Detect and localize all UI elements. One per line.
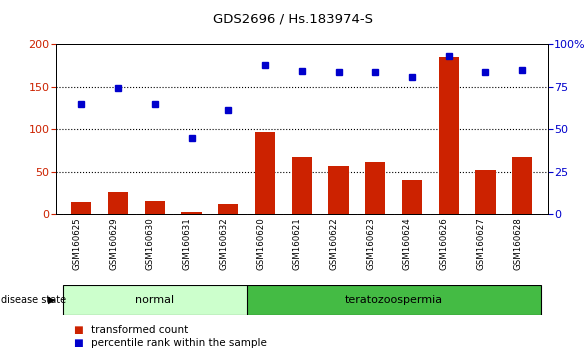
Text: GSM160628: GSM160628 <box>513 218 522 270</box>
Text: transformed count: transformed count <box>91 325 188 335</box>
Text: GSM160621: GSM160621 <box>293 218 302 270</box>
Text: GSM160629: GSM160629 <box>109 218 118 270</box>
Text: disease state: disease state <box>1 295 66 305</box>
Bar <box>71 202 91 214</box>
Bar <box>328 166 349 214</box>
Text: ■: ■ <box>73 325 83 335</box>
Bar <box>182 212 202 214</box>
Bar <box>218 204 239 214</box>
Text: GSM160631: GSM160631 <box>183 218 192 270</box>
Text: GSM160624: GSM160624 <box>403 218 412 270</box>
Bar <box>255 132 275 214</box>
Text: GSM160623: GSM160623 <box>366 218 375 270</box>
Text: GSM160627: GSM160627 <box>476 218 485 270</box>
Bar <box>475 170 496 214</box>
Bar <box>145 201 165 214</box>
Bar <box>63 285 247 315</box>
Bar <box>512 157 532 214</box>
Bar <box>365 162 386 214</box>
Text: teratozoospermia: teratozoospermia <box>345 295 442 305</box>
Bar <box>439 57 459 214</box>
Bar <box>402 180 422 214</box>
Text: GSM160622: GSM160622 <box>329 218 339 270</box>
Text: ■: ■ <box>73 338 83 348</box>
Text: ▶: ▶ <box>48 295 55 305</box>
Text: GDS2696 / Hs.183974-S: GDS2696 / Hs.183974-S <box>213 12 373 25</box>
Text: GSM160632: GSM160632 <box>219 218 229 270</box>
Text: GSM160626: GSM160626 <box>440 218 449 270</box>
Text: GSM160620: GSM160620 <box>256 218 265 270</box>
Text: percentile rank within the sample: percentile rank within the sample <box>91 338 267 348</box>
Text: GSM160630: GSM160630 <box>146 218 155 270</box>
Bar <box>247 285 540 315</box>
Bar <box>292 157 312 214</box>
Bar <box>108 192 128 214</box>
Text: normal: normal <box>135 295 175 305</box>
Text: GSM160625: GSM160625 <box>73 218 81 270</box>
